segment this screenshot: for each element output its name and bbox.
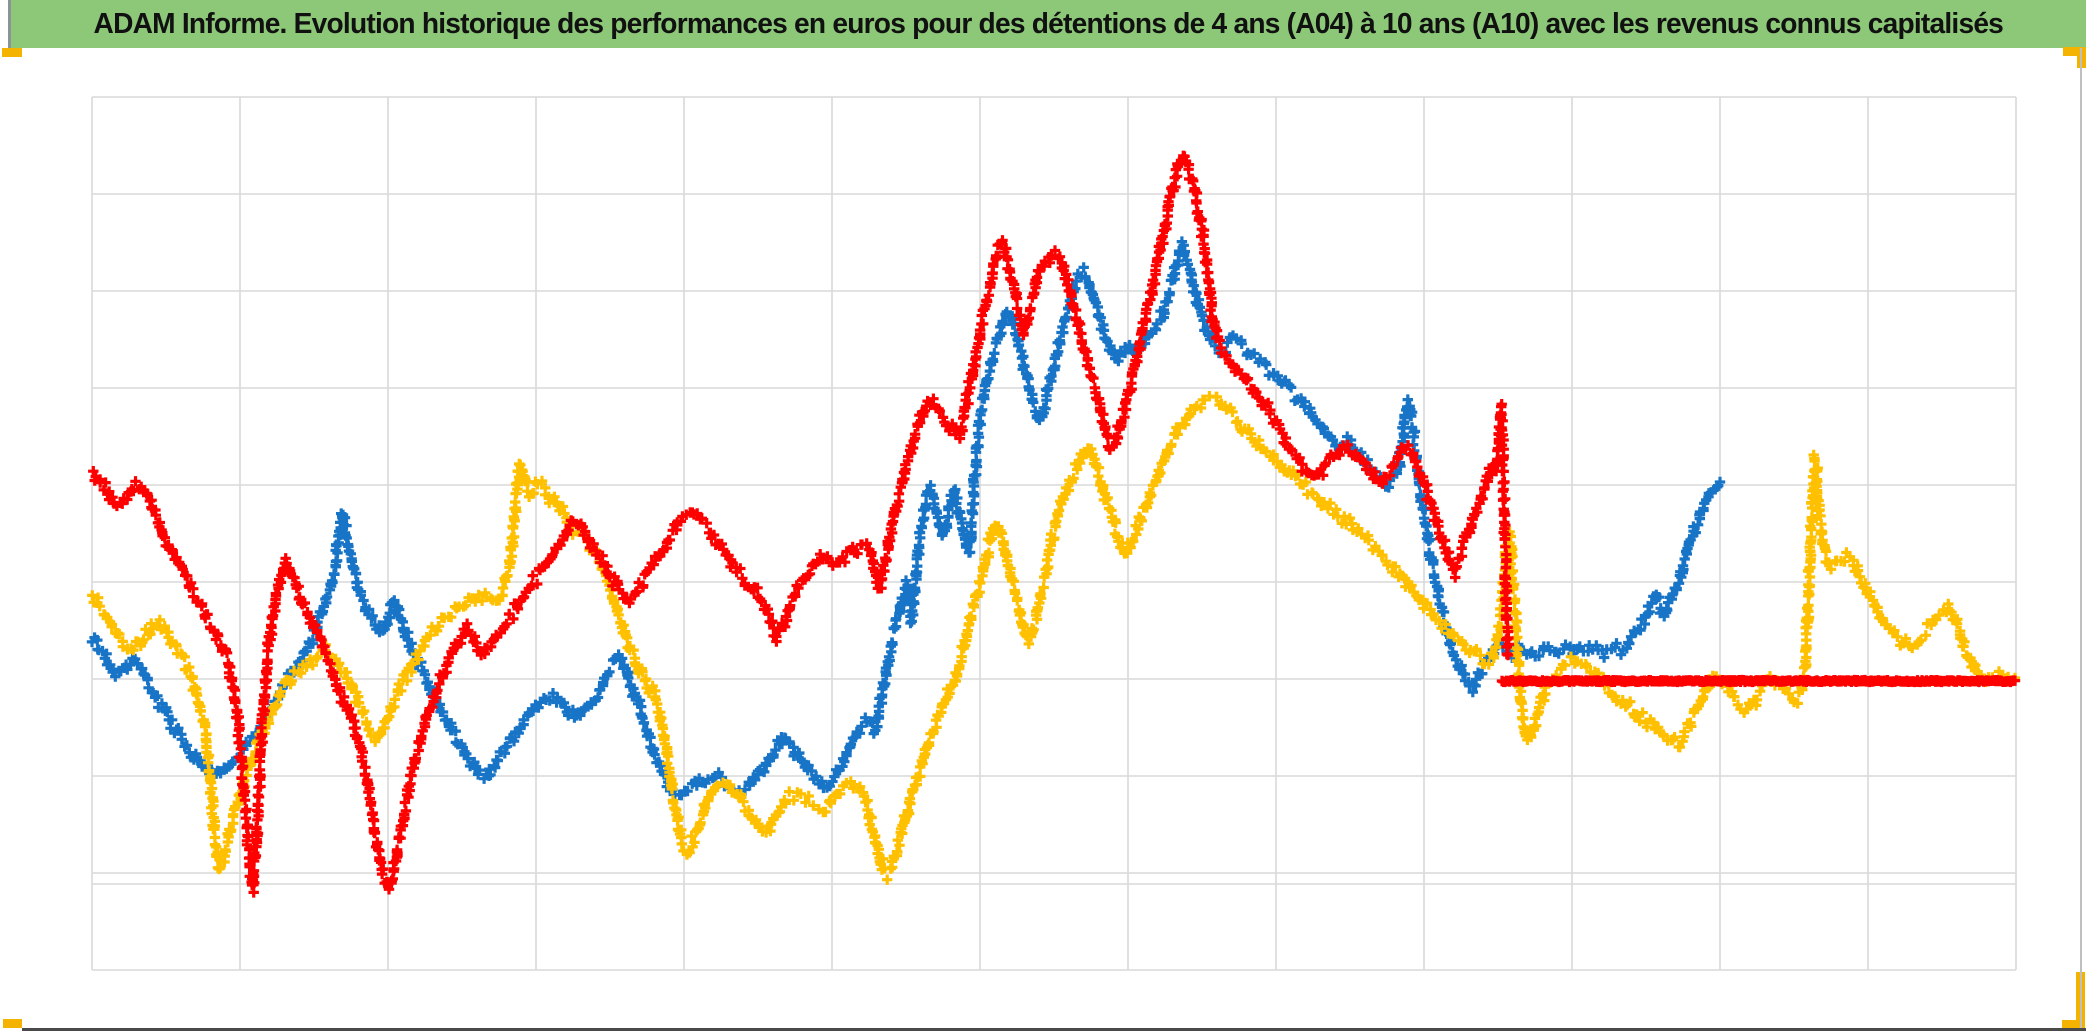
series-blue [86,236,1726,801]
corner-marker-top-left-icon [2,48,22,57]
series-red [88,150,2021,898]
title-bar: ADAM Informe. Evolution historique des p… [8,0,2086,48]
page-bottom-border [22,1028,2086,1031]
page-title: ADAM Informe. Evolution historique des p… [93,7,2004,40]
series-yellow [87,391,2021,885]
page-right-border [2080,48,2082,1031]
corner-marker-top-right-icon [2063,47,2086,56]
corner-marker-bottom-left-icon [3,1019,22,1028]
corner-marker-bottom-right-icon [2062,1020,2085,1028]
